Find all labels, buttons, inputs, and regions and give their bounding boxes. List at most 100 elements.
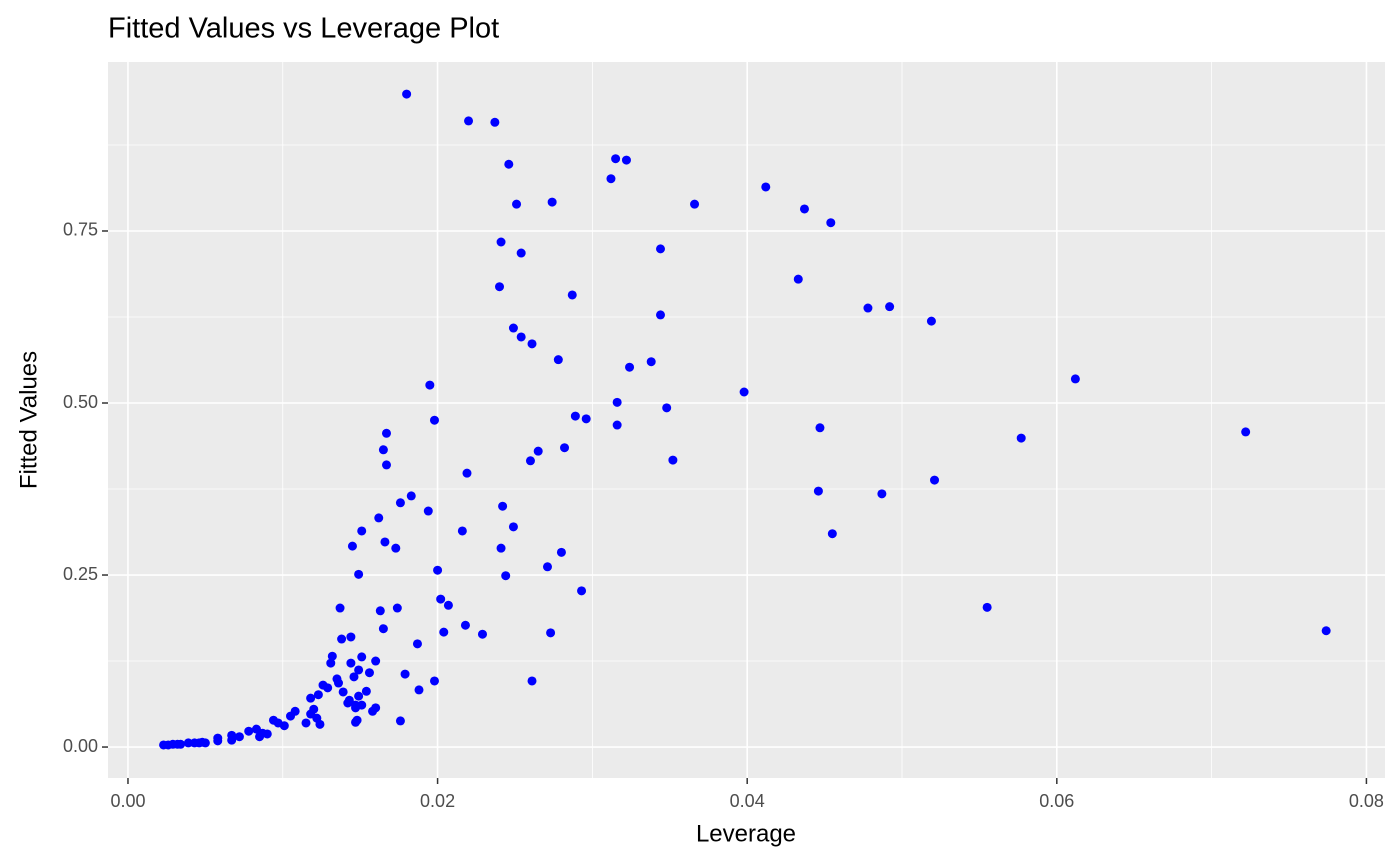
points [159,89,1331,750]
point [361,686,371,696]
point [381,460,391,470]
point [512,199,522,209]
point [262,729,272,739]
point [354,665,364,675]
point [395,498,405,508]
point [301,718,311,728]
point [334,678,344,688]
y-tick-label: 0.75 [63,220,98,240]
point [213,736,223,746]
point [926,316,936,326]
point [570,411,580,421]
point [799,204,809,214]
point [560,443,570,453]
point [662,403,672,413]
point [606,174,616,184]
point [200,738,210,748]
point [327,651,337,661]
point [351,717,361,727]
point [244,726,254,736]
point [381,428,391,438]
point [612,420,622,430]
x-tick-label: 0.02 [420,791,455,811]
point [863,303,873,313]
point [527,339,537,349]
point [739,387,749,397]
point [433,565,443,575]
point [406,491,416,501]
point [1321,626,1331,636]
point [504,159,514,169]
point [577,586,587,596]
y-axis-label: Fitted Values [15,351,42,489]
point [1070,374,1080,384]
point [313,690,323,700]
point [982,602,992,612]
point [436,594,446,604]
point [490,117,500,127]
x-tick-label: 0.08 [1349,791,1384,811]
point [380,537,390,547]
point [930,475,940,485]
point [457,526,467,536]
point [553,355,563,365]
point [306,693,316,703]
point [364,668,374,678]
point [315,719,325,729]
point [429,415,439,425]
point [533,446,543,456]
point [525,456,535,466]
point [326,658,336,668]
point [464,116,474,126]
point [234,732,244,742]
point [337,634,347,644]
x-axis-label: Leverage [696,820,796,847]
point [392,603,402,613]
point [656,310,666,320]
point [412,639,422,649]
point [625,362,635,372]
point [460,620,470,630]
point [227,735,237,745]
point [378,445,388,455]
point [611,154,621,164]
point [286,711,296,721]
point [423,506,433,516]
point [346,632,356,642]
point [646,357,656,367]
point [443,600,453,610]
point [1016,433,1026,443]
point [347,541,357,551]
point [761,182,771,192]
point [255,732,265,742]
point [414,685,424,695]
point [194,738,204,748]
point [371,656,381,666]
point [508,323,518,333]
point [279,721,289,731]
point [496,543,506,553]
point [374,513,384,523]
point [357,526,367,536]
point [508,522,518,532]
point [439,627,449,637]
point [349,672,359,682]
point [793,274,803,284]
point [183,738,193,748]
point [354,691,364,701]
point [546,628,556,638]
point [477,629,487,639]
point [402,89,412,99]
point [516,332,526,342]
chart-title: Fitted Values vs Leverage Plot [108,13,499,45]
point [335,603,345,613]
point [173,739,183,749]
point [826,218,836,228]
point [496,237,506,247]
point [877,489,887,499]
point [343,698,353,708]
point [378,624,388,634]
point [815,423,825,433]
point [425,380,435,390]
point [1241,427,1251,437]
